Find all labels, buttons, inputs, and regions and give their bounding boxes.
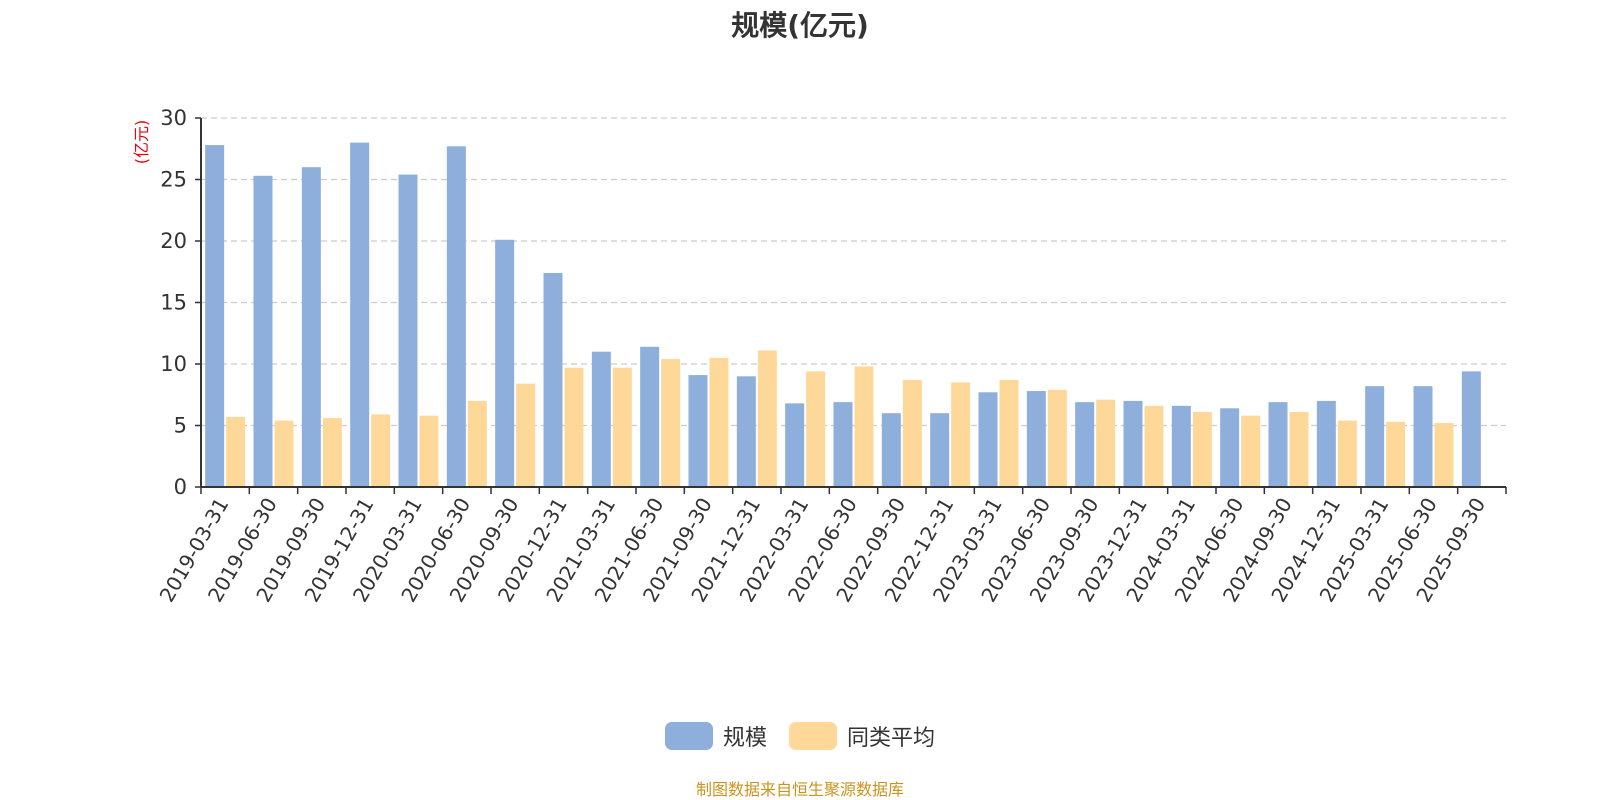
bar-scale [1365, 386, 1385, 487]
bar-peer-average [1047, 389, 1067, 487]
bar-peer-average [854, 366, 874, 487]
source-note: 制图数据来自恒生聚源数据库 [695, 780, 904, 799]
bar-scale [930, 413, 950, 487]
legend: 规模 同类平均 [0, 720, 1600, 752]
bar-scale [1461, 371, 1481, 487]
y-axis-label: (亿元) [132, 120, 151, 165]
y-tick-label: 30 [160, 106, 187, 130]
bar-peer-average [467, 400, 487, 487]
bar-scale [1075, 402, 1095, 487]
bar-peer-average [564, 367, 584, 487]
bar-scale [301, 167, 321, 487]
bar-peer-average [806, 371, 826, 487]
bar-scale [543, 272, 563, 487]
bar-peer-average [757, 350, 777, 487]
bar-scale [1413, 386, 1433, 487]
y-tick-label: 5 [174, 414, 187, 438]
bar-peer-average [1337, 420, 1357, 487]
bar-scale [446, 146, 466, 488]
bar-peer-average [226, 416, 246, 487]
legend-label-peer-average: 同类平均 [847, 726, 936, 751]
y-tick-label: 0 [174, 475, 187, 499]
bar-peer-average [661, 359, 681, 487]
bar-scale [785, 403, 805, 487]
bar-scale [1268, 402, 1288, 487]
bar-peer-average [1241, 415, 1261, 487]
bar-scale [591, 351, 611, 487]
bar-peer-average [999, 379, 1019, 487]
chart-title: 规模(亿元) [731, 9, 869, 42]
bar-peer-average [1096, 399, 1116, 487]
bar-scale [1171, 405, 1191, 487]
bar-peer-average [1192, 411, 1212, 487]
bar-scale [1316, 400, 1336, 487]
bar-scale [253, 175, 273, 487]
bar-peer-average [709, 357, 729, 487]
bar-scale [978, 392, 998, 487]
bar-scale [688, 375, 708, 487]
legend-label-scale: 规模 [722, 726, 767, 751]
legend-item-peer-average[interactable]: 同类平均 [789, 720, 935, 752]
bar-scale [205, 145, 225, 487]
bar-scale [736, 376, 756, 487]
bar-peer-average [951, 382, 971, 487]
bar-peer-average [274, 420, 294, 487]
bar-scale [881, 413, 901, 487]
bar-scale [1123, 400, 1143, 487]
bar-peer-average [902, 379, 922, 487]
bar-scale [833, 402, 853, 487]
legend-item-scale[interactable]: 规模 [664, 720, 767, 752]
y-tick-label: 25 [160, 168, 187, 192]
bar-peer-average [419, 415, 439, 487]
bar-scale [1220, 408, 1240, 487]
y-tick-label: 20 [160, 229, 187, 253]
bar-peer-average [1144, 405, 1164, 487]
bar-scale [398, 174, 418, 487]
legend-swatch-scale [664, 722, 713, 750]
bar-peer-average [1434, 423, 1454, 487]
bar-peer-average [1386, 421, 1406, 487]
bar-peer-average [371, 414, 391, 487]
y-tick-label: 10 [160, 352, 187, 376]
bar-scale [495, 239, 515, 487]
legend-swatch-peer-average [789, 722, 837, 750]
bar-scale [640, 346, 660, 487]
bar-peer-average [516, 383, 536, 487]
bar-peer-average [322, 418, 342, 487]
bar-scale [350, 142, 370, 487]
bar-scale [1026, 391, 1046, 487]
bar-peer-average [612, 367, 632, 487]
y-tick-label: 15 [160, 291, 187, 315]
bar-peer-average [1289, 411, 1309, 487]
